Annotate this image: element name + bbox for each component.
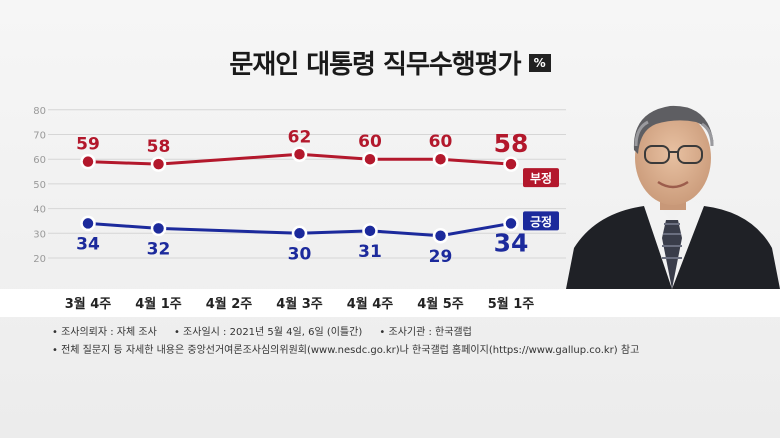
series-tag-긍정 [523, 211, 559, 231]
x-tick-label: 3월 4주 [65, 296, 112, 312]
data-point [80, 215, 96, 232]
note-requester: • 조사의뢰자 : 자체 조사 [52, 327, 157, 338]
y-tick-label: 30 [33, 229, 46, 240]
x-tick-label: 5월 1주 [488, 296, 535, 312]
x-tick-label: 4월 4주 [347, 296, 394, 312]
data-point [80, 153, 96, 170]
data-point [362, 151, 378, 167]
unit-badge: % [528, 53, 551, 72]
y-tick-label: 20 [33, 254, 46, 265]
data-label: 59 [76, 135, 100, 155]
data-point [432, 228, 449, 244]
series-tag-label: 긍정 [530, 214, 552, 229]
series-tag-부정 [523, 168, 559, 188]
survey-notes: • 조사의뢰자 : 자체 조사 • 조사일시 : 2021년 5월 4일, 6일… [52, 324, 639, 360]
data-label: 58 [147, 137, 171, 157]
data-point [362, 223, 378, 239]
y-tick-label: 50 [33, 180, 46, 191]
note-agency: • 조사기관 : 한국갤럽 [379, 327, 472, 338]
y-tick-label: 40 [33, 205, 46, 216]
notes-line-2: • 전체 질문지 등 자세한 내용은 중앙선거여론조사심의위원회(www.nes… [52, 345, 640, 356]
series-line-긍정 [87, 221, 512, 238]
chart-title: 문재인 대통령 직무수행평가% [0, 44, 780, 81]
x-tick-label: 4월 1주 [135, 296, 182, 312]
x-tick-label: 4월 5주 [417, 296, 464, 312]
data-point [150, 156, 167, 172]
chart-title-text: 문재인 대통령 직무수행평가 [229, 50, 521, 80]
data-label: 60 [429, 132, 453, 152]
data-point [150, 220, 167, 237]
data-point [432, 151, 449, 167]
data-label: 62 [288, 127, 312, 147]
data-label: 32 [147, 239, 171, 259]
data-point [503, 215, 519, 232]
x-axis-band: 3월 4주 4월 1주 4월 2주 4월 3주 4월 4주 4월 5주 5월 1주 [0, 289, 780, 317]
president-portrait [566, 105, 780, 289]
notes-line-1: • 조사의뢰자 : 자체 조사 • 조사일시 : 2021년 5월 4일, 6일… [52, 324, 639, 342]
data-label: 34 [76, 234, 100, 254]
note-date: • 조사일시 : 2021년 5월 4일, 6일 (이틀간) [173, 327, 363, 338]
x-axis: 3월 4주 4월 1주 4월 2주 4월 3주 4월 4주 4월 5주 5월 1주 [65, 296, 535, 312]
data-label: 60 [358, 132, 382, 152]
data-point [291, 146, 308, 163]
y-tick-label: 60 [33, 155, 46, 166]
data-label: 30 [288, 244, 312, 264]
x-tick-label: 4월 2주 [206, 296, 253, 312]
series-tag-label: 부정 [530, 171, 552, 186]
y-tick-label: 80 [33, 106, 46, 117]
data-label: 58 [494, 129, 529, 158]
x-tick-label: 4월 3주 [276, 296, 323, 312]
data-point [503, 156, 519, 172]
data-label: 31 [358, 242, 382, 262]
y-tick-label: 70 [33, 131, 46, 142]
series-line-부정 [87, 152, 512, 166]
data-label: 34 [494, 228, 529, 257]
data-label: 29 [429, 247, 453, 267]
data-point [291, 225, 308, 242]
